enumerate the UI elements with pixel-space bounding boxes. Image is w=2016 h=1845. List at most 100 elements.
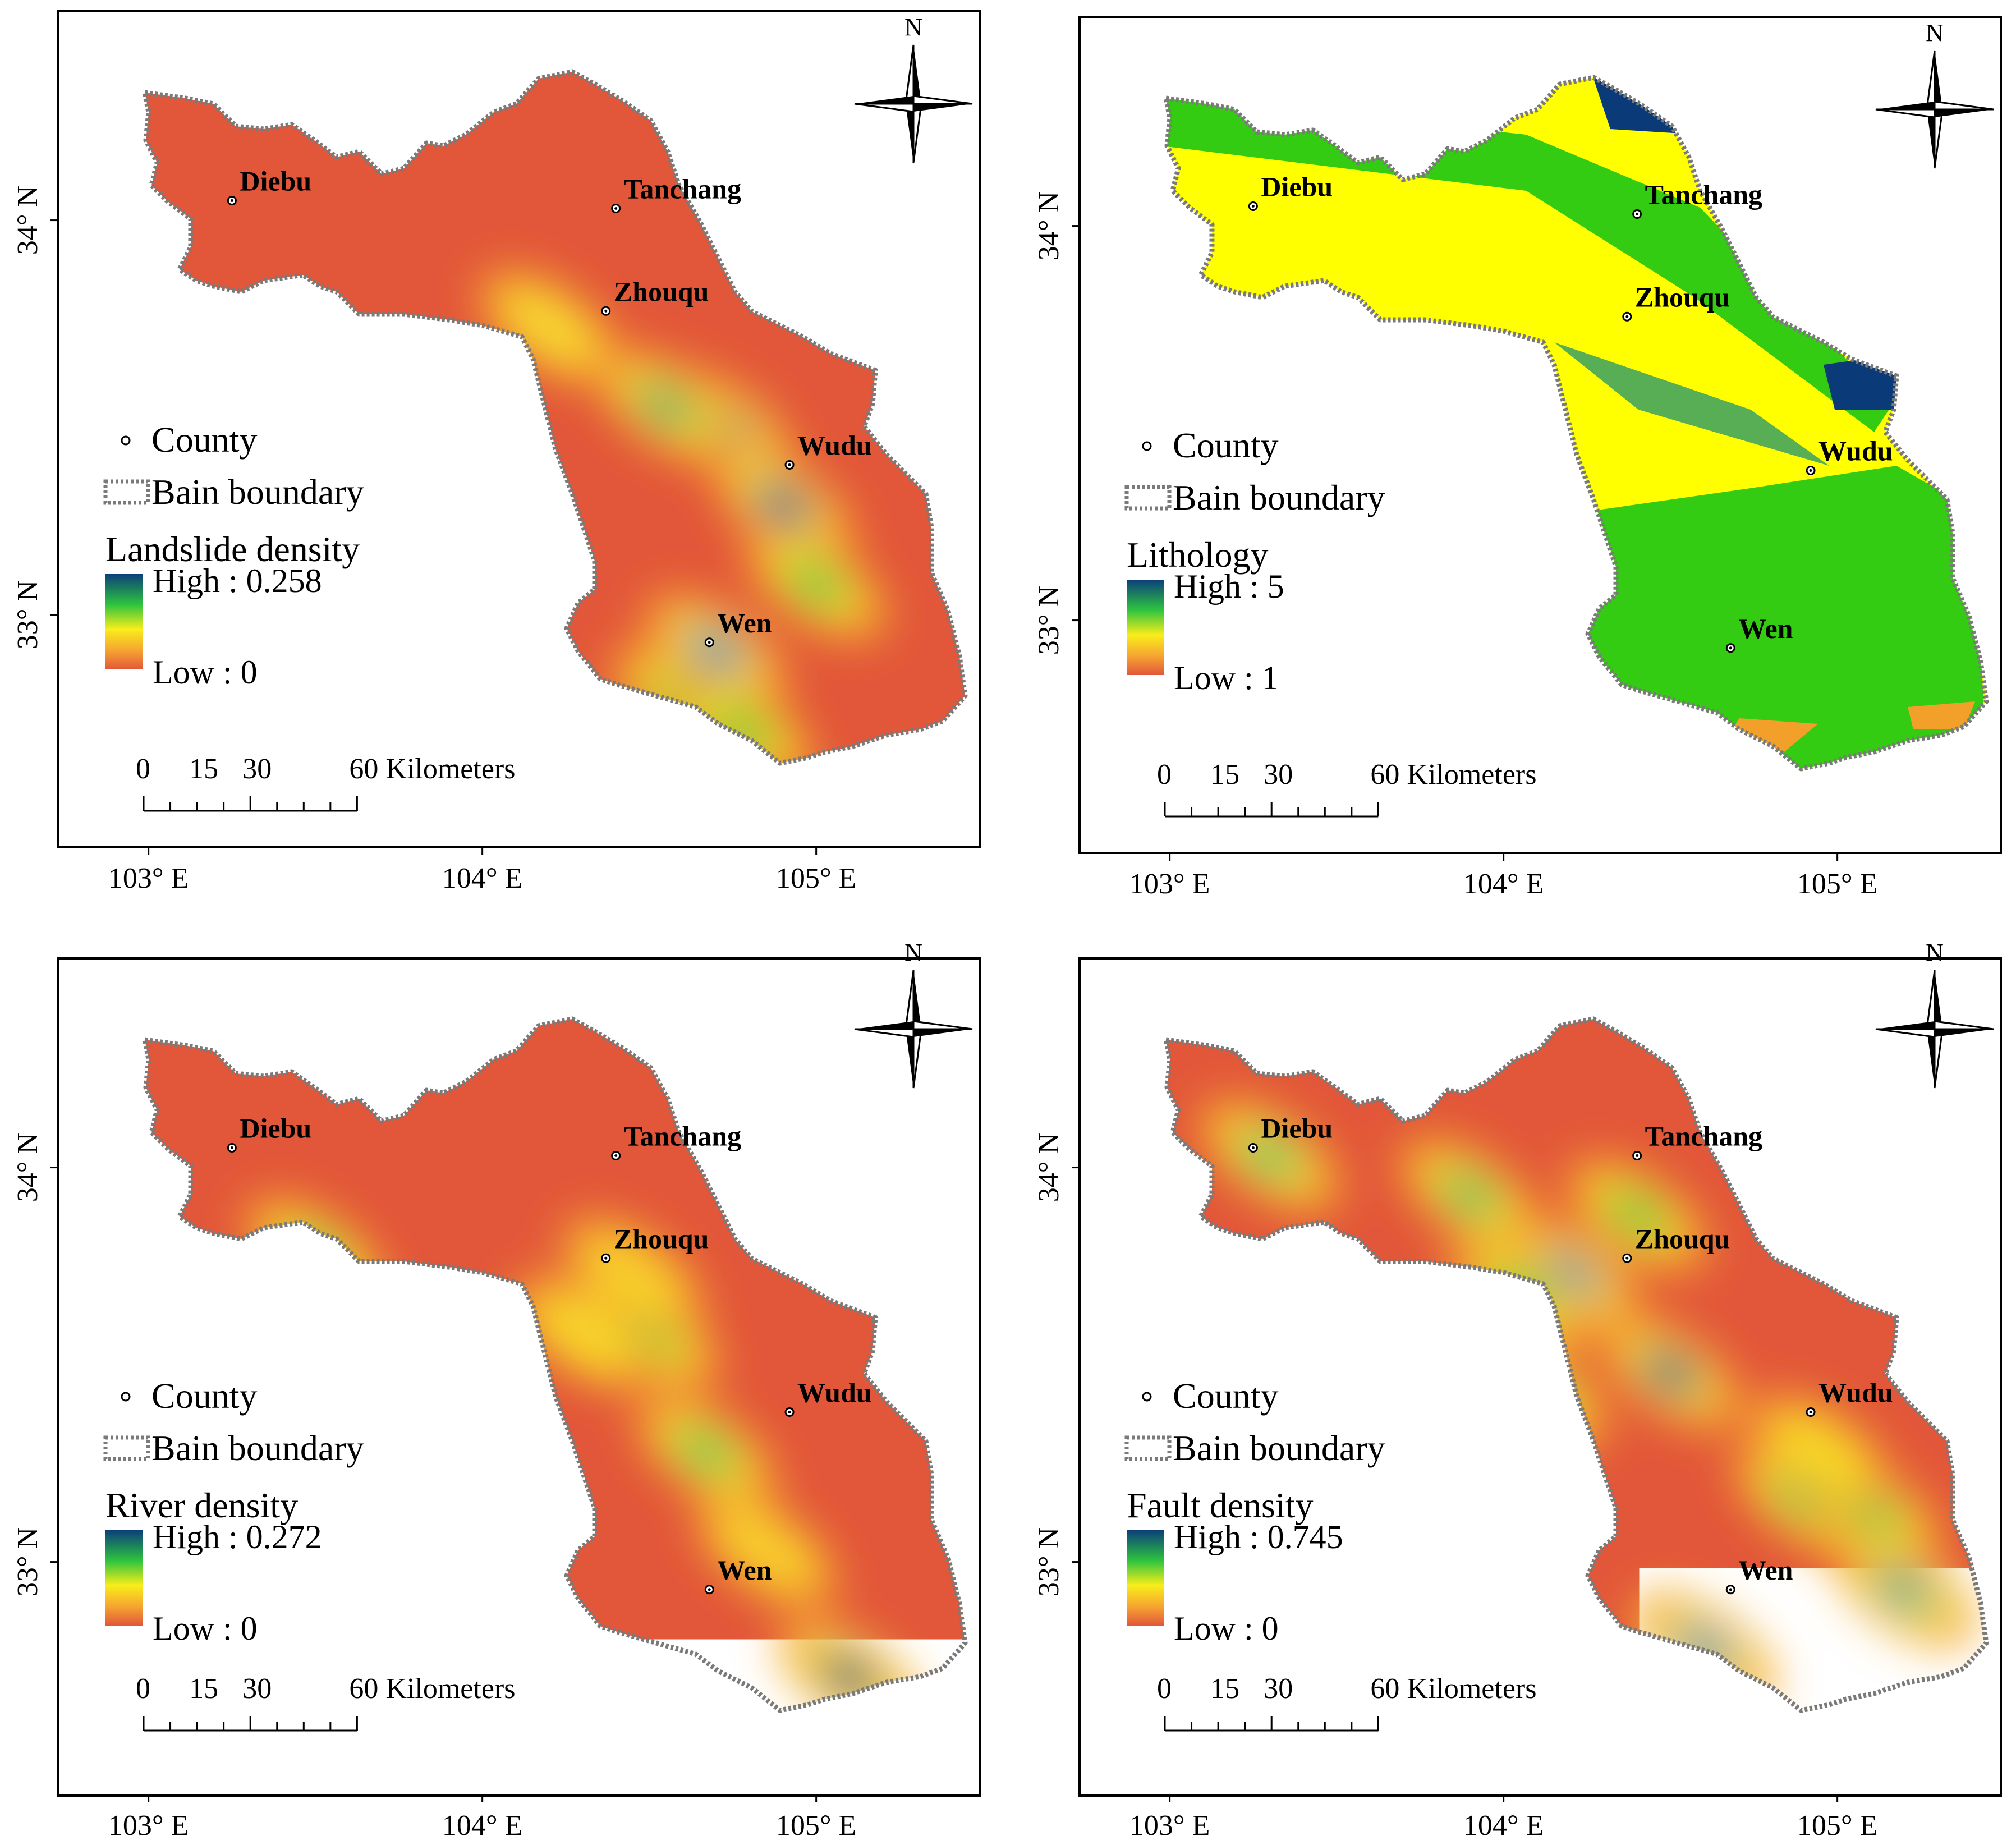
x-tick-label: 105° E [1797, 1810, 1878, 1842]
scale-bar: 0 15 30 60 Kilometers [1157, 1673, 1536, 1731]
county-label-wen: Wen [717, 1554, 772, 1586]
y-tick-label: 33° N [12, 580, 44, 649]
county-label-zhouqu: Zhouqu [614, 1223, 709, 1254]
y-tick-label: 33° N [12, 1527, 44, 1596]
county-label-zhouqu: Zhouqu [614, 276, 709, 307]
y-tick-label: 33° N [1033, 1527, 1065, 1596]
scale-bar-label: 60 Kilometers [1370, 1673, 1536, 1705]
legend-boundary-label: Bain boundary [151, 472, 364, 512]
county-label-wudu: Wudu [797, 429, 872, 461]
legend-boundary-label: Bain boundary [1173, 478, 1385, 517]
legend-county-label: County [1173, 425, 1278, 465]
scale-bar: 0 15 30 60 Kilometers [1157, 759, 1536, 816]
scale-bar-label: 0 [1157, 759, 1172, 791]
scale-bar-label: 60 Kilometers [349, 753, 515, 785]
x-tick-label: 104° E [1463, 868, 1544, 900]
county-symbol-icon [122, 437, 130, 444]
legend: County Bain boundary River density High … [105, 1376, 364, 1647]
county-label-wen: Wen [1738, 613, 1793, 644]
x-tick-label: 105° E [776, 862, 857, 894]
county-label-tanchang: Tanchang [624, 1121, 741, 1152]
y-tick-label: 34° N [1033, 191, 1065, 260]
scale-bar-label: 15 [189, 1673, 218, 1705]
scale-bar-label: 0 [1157, 1673, 1172, 1705]
legend: County Bain boundary Landslide density H… [105, 420, 364, 691]
north-label: N [904, 13, 922, 41]
scale-bar-label: 0 [136, 753, 150, 785]
map-panel-fault-density: 103° E 104° E 105° E 34° N 33° N Diebu Tancha… [1021, 923, 2016, 1845]
legend-low-label: Low : 1 [1174, 659, 1279, 696]
county-symbol-icon [122, 1393, 130, 1401]
legend-high-label: High : 5 [1174, 568, 1284, 605]
county-label-tanchang: Tanchang [624, 173, 741, 205]
county-label-wen: Wen [717, 607, 772, 639]
map-panel-river-density: 103° E 104° E 105° E 34° N 33° N Diebu Tancha… [0, 923, 1008, 1845]
basin-boundary-symbol-icon [105, 1438, 148, 1459]
county-label-wudu: Wudu [1818, 1376, 1893, 1408]
x-tick-label: 104° E [442, 862, 523, 894]
x-tick-label: 105° E [1797, 868, 1878, 900]
county-label-diebu: Diebu [1261, 1112, 1333, 1144]
scale-bar-label: 30 [242, 1673, 272, 1705]
county-label-wudu: Wudu [797, 1376, 872, 1408]
x-tick-label: 103° E [1129, 868, 1210, 900]
scale-bar: 0 15 30 60 Kilometers [136, 753, 515, 811]
legend-low-label: Low : 0 [153, 654, 258, 691]
county-label-zhouqu: Zhouqu [1635, 281, 1730, 313]
scale-bar-label: 30 [1264, 759, 1293, 791]
basin-boundary-symbol-icon [1127, 1438, 1169, 1459]
legend: County Bain boundary Fault density High … [1127, 1376, 1385, 1647]
legend-boundary-label: Bain boundary [151, 1428, 364, 1468]
legend-color-ramp [105, 574, 143, 669]
y-tick-label: 34° N [12, 186, 44, 255]
legend-county-label: County [1173, 1376, 1278, 1416]
scale-bar-label: 15 [1210, 1673, 1239, 1705]
basin-boundary-symbol-icon [1127, 487, 1169, 508]
x-tick-label: 105° E [776, 1810, 857, 1842]
county-symbol-icon [1143, 442, 1151, 450]
north-label: N [1926, 939, 1944, 966]
legend-low-label: Low : 0 [1174, 1610, 1279, 1647]
north-arrow-icon: N [855, 939, 972, 1088]
legend-boundary-label: Bain boundary [1173, 1428, 1385, 1468]
x-tick-label: 103° E [108, 862, 189, 894]
legend-color-ramp [1127, 1530, 1164, 1626]
north-label: N [904, 939, 922, 966]
scale-bar-label: 0 [136, 1673, 150, 1705]
county-label-wudu: Wudu [1818, 435, 1893, 466]
legend-high-label: High : 0.272 [153, 1518, 322, 1555]
x-tick-label: 103° E [108, 1810, 189, 1842]
county-label-zhouqu: Zhouqu [1635, 1223, 1730, 1254]
scale-bar-label: 15 [189, 753, 218, 785]
legend: County Bain boundary Lithology High : 5 … [1127, 425, 1385, 696]
basin-boundary-symbol-icon [105, 481, 148, 503]
y-tick-label: 34° N [12, 1133, 44, 1202]
north-arrow-icon: N [1876, 939, 1994, 1088]
county-label-tanchang: Tanchang [1645, 179, 1762, 210]
north-label: N [1926, 19, 1944, 47]
y-tick-label: 33° N [1033, 586, 1065, 655]
legend-color-ramp [1127, 580, 1164, 675]
x-tick-label: 103° E [1129, 1810, 1210, 1842]
county-symbol-icon [1143, 1393, 1151, 1401]
legend-high-label: High : 0.258 [153, 562, 322, 599]
legend-county-label: County [151, 420, 257, 460]
legend-high-label: High : 0.745 [1174, 1518, 1343, 1555]
scale-bar-label: 30 [1264, 1673, 1293, 1705]
scale-bar-label: 60 Kilometers [1370, 759, 1536, 791]
county-label-diebu: Diebu [1261, 171, 1333, 202]
scale-bar-label: 60 Kilometers [349, 1673, 515, 1705]
x-tick-label: 104° E [442, 1810, 523, 1842]
legend-county-label: County [151, 1376, 257, 1416]
scale-bar-label: 15 [1210, 759, 1239, 791]
county-label-tanchang: Tanchang [1645, 1121, 1762, 1152]
north-arrow-icon: N [855, 13, 972, 163]
map-panel-lithology: 103° E 104° E 105° E 34° N 33° N Diebu Tancha… [1021, 6, 2016, 928]
county-label-diebu: Diebu [240, 1112, 311, 1144]
legend-color-ramp [105, 1530, 143, 1626]
county-label-wen: Wen [1738, 1554, 1793, 1586]
county-label-diebu: Diebu [240, 165, 311, 196]
legend-low-label: Low : 0 [153, 1610, 258, 1647]
map-panel-landslide-density: 103° E 104° E 105° E 34° N 33° N Diebu Tancha… [0, 0, 1008, 923]
